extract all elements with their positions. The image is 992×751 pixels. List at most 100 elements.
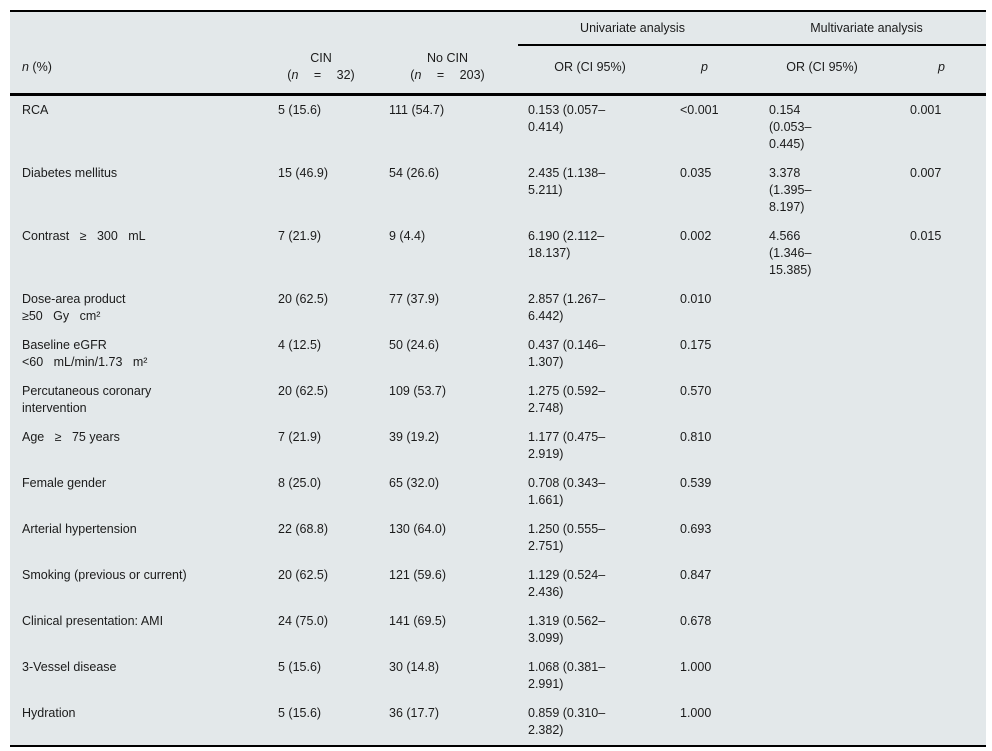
- cell-univariate-p: 0.175: [680, 338, 712, 352]
- cell-univariate-or: 1.250 (0.555– 2.751): [528, 522, 606, 553]
- cell-univariate-or: 2.435 (1.138– 5.211): [528, 166, 606, 197]
- table-row: Hydration 5 (15.6) 36 (17.7) 0.859 (0.31…: [10, 699, 986, 746]
- cell-cin-count: 20 (62.5): [278, 292, 329, 306]
- cell-multivariate-or: [747, 377, 897, 423]
- cell-multivariate-p: [897, 561, 986, 607]
- row-label: Diabetes mellitus: [22, 166, 118, 180]
- cell-univariate-or: 6.190 (2.112– 18.137): [528, 229, 605, 260]
- cell-univariate-p: 1.000: [680, 706, 712, 720]
- cell-multivariate-or: [747, 331, 897, 377]
- table-row: Smoking (previous or current) 20 (62.5) …: [10, 561, 986, 607]
- cell-univariate-or: 0.153 (0.057– 0.414): [528, 103, 606, 134]
- table-row: Dose-area product ≥50 Gy cm² 20 (62.5) 7…: [10, 285, 986, 331]
- cell-univariate-p: 0.678: [680, 614, 712, 628]
- cell-cin-count: 8 (25.0): [278, 476, 322, 490]
- cell-univariate-or: 1.129 (0.524– 2.436): [528, 568, 606, 599]
- table-row: Female gender 8 (25.0) 65 (32.0) 0.708 (…: [10, 469, 986, 515]
- cell-no-cin-count: 50 (24.6): [389, 338, 440, 352]
- row-label: 3-Vessel disease: [22, 660, 117, 674]
- cell-cin-count: 24 (75.0): [278, 614, 329, 628]
- cell-no-cin-count: 30 (14.8): [389, 660, 440, 674]
- cell-multivariate-or: [747, 607, 897, 653]
- col-header-multivariate-or: OR (CI 95%): [747, 45, 898, 96]
- col-header-cin: CIN (n = 32): [265, 45, 377, 96]
- cell-multivariate-p: 0.007: [910, 166, 942, 180]
- cell-univariate-p: 1.000: [680, 660, 712, 674]
- cell-univariate-p: 0.010: [680, 292, 712, 306]
- cell-multivariate-or: 3.378 (1.395– 8.197): [769, 166, 812, 214]
- cell-multivariate-p: [897, 699, 986, 746]
- cell-univariate-p: 0.693: [680, 522, 712, 536]
- table-row: Contrast ≥ 300 mL 7 (21.9) 9 (4.4) 6.190…: [10, 222, 986, 285]
- cell-univariate-or: 1.275 (0.592– 2.748): [528, 384, 606, 415]
- cell-no-cin-count: 9 (4.4): [389, 229, 426, 243]
- cell-multivariate-or: [747, 515, 897, 561]
- no-cin-title: No CIN: [427, 51, 468, 65]
- cell-multivariate-p: 0.015: [910, 229, 942, 243]
- row-label: Smoking (previous or current): [22, 568, 187, 582]
- row-label: Female gender: [22, 476, 107, 490]
- cell-no-cin-count: 141 (69.5): [389, 614, 446, 628]
- row-label: Percutaneous coronary intervention: [22, 384, 152, 415]
- cell-multivariate-p: [897, 469, 986, 515]
- cell-multivariate-or: [747, 653, 897, 699]
- row-label: Age ≥ 75 years: [22, 430, 120, 444]
- univariate-multivariate-analysis-table: Univariate analysis Multivariate analysi…: [10, 10, 987, 747]
- cell-multivariate-p: [897, 653, 986, 699]
- cell-multivariate-p: 0.001: [910, 103, 942, 117]
- column-header-row: n (%) CIN (n = 32) No CIN (n = 203) OR (…: [10, 45, 987, 96]
- table-row: Clinical presentation: AMI 24 (75.0) 141…: [10, 607, 986, 653]
- row-label: RCA: [22, 103, 49, 117]
- table-row: 3-Vessel disease 5 (15.6) 30 (14.8) 1.06…: [10, 653, 986, 699]
- cell-multivariate-or: 4.566 (1.346– 15.385): [769, 229, 812, 277]
- cell-multivariate-or: [747, 285, 897, 331]
- table-row: Diabetes mellitus 15 (46.9) 54 (26.6) 2.…: [10, 159, 986, 222]
- cell-multivariate-or: [747, 423, 897, 469]
- cell-cin-count: 5 (15.6): [278, 660, 322, 674]
- cell-univariate-or: 0.708 (0.343– 1.661): [528, 476, 606, 507]
- cell-multivariate-p: [897, 377, 986, 423]
- n-symbol: n: [414, 68, 422, 82]
- cell-no-cin-count: 121 (59.6): [389, 568, 446, 582]
- cell-multivariate-p: [897, 423, 986, 469]
- no-cin-count: (n = 203): [410, 68, 485, 82]
- analysis-table-container: Univariate analysis Multivariate analysi…: [10, 10, 987, 747]
- cell-no-cin-count: 111 (54.7): [389, 103, 445, 117]
- n-percent-suffix: (%): [28, 59, 52, 74]
- cell-cin-count: 7 (21.9): [278, 430, 322, 444]
- cell-multivariate-p: [897, 515, 986, 561]
- cell-multivariate-p: [897, 285, 986, 331]
- cell-no-cin-count: 65 (32.0): [389, 476, 440, 490]
- row-label: Contrast ≥ 300 mL: [22, 229, 146, 243]
- cell-univariate-p: 0.002: [680, 229, 712, 243]
- spanner-empty-cell: [10, 11, 518, 45]
- cell-cin-count: 20 (62.5): [278, 568, 329, 582]
- cell-multivariate-or: 0.154 (0.053– 0.445): [769, 103, 812, 151]
- cell-multivariate-or: [747, 561, 897, 607]
- col-header-n-percent: n (%): [10, 45, 265, 96]
- multivariate-analysis-spanner: Multivariate analysis: [747, 11, 987, 46]
- row-label: Dose-area product ≥50 Gy cm²: [22, 292, 126, 323]
- cell-no-cin-count: 36 (17.7): [389, 706, 440, 720]
- cell-univariate-or: 0.437 (0.146– 1.307): [528, 338, 606, 369]
- cell-multivariate-or: [747, 469, 897, 515]
- cell-multivariate-p: [897, 331, 986, 377]
- n-symbol: n: [22, 59, 29, 74]
- cell-univariate-p: 0.035: [680, 166, 712, 180]
- cell-multivariate-or: [747, 699, 897, 746]
- row-label: Baseline eGFR <60 mL/min/1.73 m²: [22, 338, 148, 369]
- cell-no-cin-count: 130 (64.0): [389, 522, 446, 536]
- univariate-analysis-spanner: Univariate analysis: [518, 11, 748, 46]
- cin-count: (n = 32): [287, 68, 355, 82]
- cell-no-cin-count: 54 (26.6): [389, 166, 440, 180]
- col-header-univariate-p: p: [662, 45, 748, 96]
- cell-cin-count: 15 (46.9): [278, 166, 329, 180]
- col-header-no-cin: No CIN (n = 203): [377, 45, 518, 96]
- cell-univariate-p: 0.847: [680, 568, 712, 582]
- table-row: Age ≥ 75 years 7 (21.9) 39 (19.2) 1.177 …: [10, 423, 986, 469]
- table-row: Percutaneous coronary intervention 20 (6…: [10, 377, 986, 423]
- cell-univariate-or: 1.177 (0.475– 2.919): [528, 430, 606, 461]
- cell-univariate-or: 1.068 (0.381– 2.991): [528, 660, 606, 691]
- cell-multivariate-p: [897, 607, 986, 653]
- spanner-header-row: Univariate analysis Multivariate analysi…: [10, 11, 987, 46]
